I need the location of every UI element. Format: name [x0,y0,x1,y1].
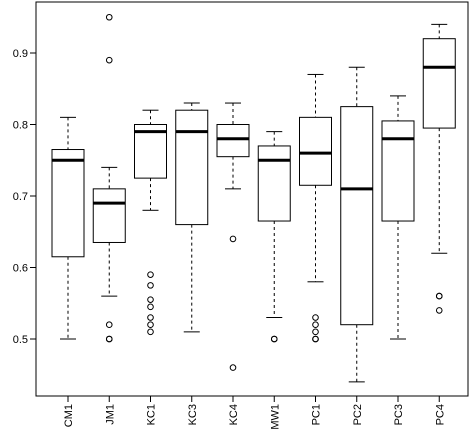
box-pc3 [381,95,415,340]
outlier-point [147,314,154,321]
box-series [51,13,456,383]
outlier-point [147,282,154,289]
x-tick-label: KC1 [146,404,158,425]
box-mw1 [257,131,291,343]
box-kc1 [134,109,167,336]
box-cm1 [51,116,85,340]
outlier-point [147,328,154,336]
outlier-point [435,307,443,314]
x-tick-label: CM1 [63,404,75,427]
x-tick-label: PC4 [434,404,446,425]
outlier-point [105,56,113,64]
x-axis: CM1 JM1 KC1 KC3 KC4 MW1 PC1 PC2 PC3 PC4 [63,396,446,430]
box-pc2 [340,66,374,383]
outlier-point [312,335,319,343]
x-tick-label: KC4 [228,404,240,425]
iqr-box [422,38,456,129]
box-pc1 [299,73,332,343]
plot-frame [35,1,469,397]
box-jm1 [92,13,126,343]
x-tick-label: PC2 [352,404,364,425]
iqr-box [134,124,167,179]
outlier-point [312,314,319,321]
outlier-point [312,328,319,336]
outlier-point [312,321,319,329]
iqr-box [381,120,415,222]
outlier-point [147,271,154,278]
iqr-box [175,109,209,226]
x-tick-label: JM1 [104,404,116,425]
y-tick-label: 0.6 [13,263,28,275]
x-tick-label: PC1 [311,404,323,425]
y-tick-label: 0.9 [13,48,28,60]
iqr-box [92,188,126,243]
outlier-point [270,335,278,343]
outlier-point [105,335,113,343]
outlier-point [147,296,154,303]
iqr-box [299,116,332,186]
x-tick-label: MW1 [269,404,281,430]
y-axis: 0.5 0.6 0.7 0.8 0.9 [13,48,36,346]
x-tick-label: KC3 [187,404,199,425]
y-tick-label: 0.5 [13,334,28,346]
iqr-box [340,106,374,326]
y-tick-label: 0.7 [13,191,28,203]
outlier-point [147,321,154,329]
x-tick-label: PC3 [393,404,405,425]
outlier-point [105,13,113,21]
y-tick-label: 0.8 [13,120,28,132]
outlier-point [147,303,154,311]
box-pc4 [422,23,456,314]
iqr-box [216,124,250,158]
box-kc3 [175,102,209,333]
iqr-box [51,149,85,258]
outlier-point [229,235,237,243]
outlier-point [105,321,113,329]
outlier-point [435,292,443,300]
outlier-point [229,364,237,371]
box-kc4 [216,102,250,371]
iqr-box [257,145,291,222]
